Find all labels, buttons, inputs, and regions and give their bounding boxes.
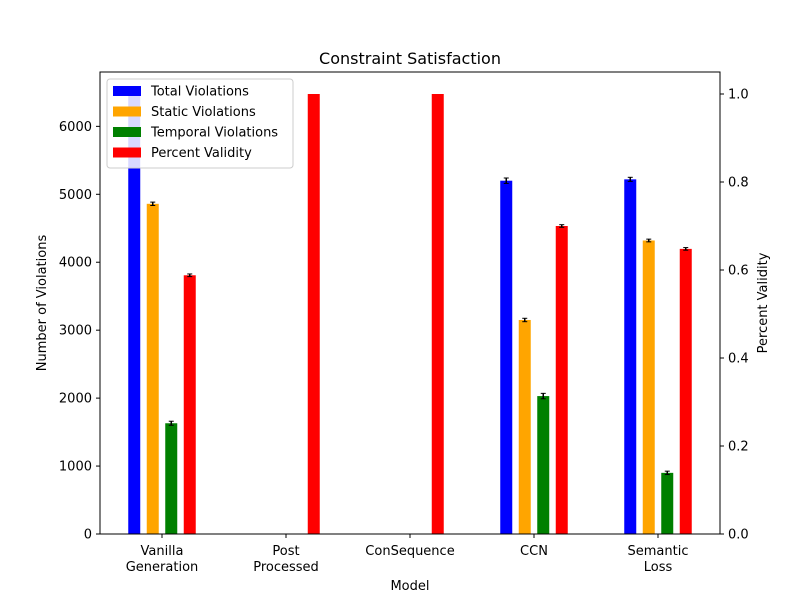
x-axis-label: Model	[390, 579, 429, 594]
y2-tick-label: 0.8	[728, 176, 749, 191]
y2-tick-label: 0.6	[728, 264, 749, 279]
plot-layer	[128, 89, 692, 535]
y2-tick-label: 0.2	[728, 440, 749, 455]
y-tick-label: 6000	[59, 120, 92, 135]
bar-percent-validity-4	[679, 248, 692, 534]
y-ticks: 0 1000 2000 3000 4000 5000 6000	[59, 120, 100, 543]
x-ticks: Vanilla Generation Post Processed ConSequenc…	[126, 534, 689, 575]
bar-static-violations-4	[642, 240, 655, 534]
x-tick-label-line: Processed	[253, 560, 319, 575]
x-tick-label: Post Processed	[253, 544, 319, 575]
x-tick-label-line: ConSequence	[365, 544, 454, 559]
y-tick-label: 2000	[59, 392, 92, 407]
legend-swatch-total-violations	[113, 86, 141, 96]
y2-tick-label: 0.4	[728, 352, 749, 367]
bar-static-violations-3	[518, 319, 531, 534]
bar-percent-validity-3	[555, 226, 568, 534]
y-tick-label: 5000	[59, 188, 92, 203]
y2-tick-label: 1.0	[728, 88, 749, 103]
x-tick-label-line: Vanilla	[141, 544, 184, 559]
y-axis-label: Number of Violations	[35, 235, 50, 372]
x-tick-label-line: Semantic	[628, 544, 689, 559]
legend-swatch-percent-validity	[113, 147, 141, 158]
bar-total-violations-0	[128, 92, 141, 534]
x-tick-label-line: Loss	[644, 560, 673, 575]
legend-label: Static Violations	[151, 105, 256, 120]
legend-swatch-temporal-violations	[113, 127, 141, 137]
x-tick-label: CCN	[520, 544, 548, 559]
y2-ticks: 0.0 0.2 0.4 0.6 0.8 1.0	[720, 88, 749, 543]
legend-label: Total Violations	[150, 85, 249, 100]
bar-static-violations-0	[146, 203, 159, 534]
bar-percent-validity-2	[431, 94, 444, 534]
x-tick-label-line: Generation	[126, 560, 199, 575]
y-tick-label: 1000	[59, 460, 92, 475]
y-tick-label: 3000	[59, 324, 92, 339]
bar-percent-validity-1	[307, 94, 320, 534]
x-tick-label: ConSequence	[365, 544, 454, 559]
x-tick-label-line: Post	[272, 544, 299, 559]
chart-title: Constraint Satisfaction	[319, 49, 501, 68]
bar-total-violations-3	[500, 180, 513, 535]
x-tick-label-line: CCN	[520, 544, 548, 559]
y-tick-label: 4000	[59, 256, 92, 271]
legend-label: Percent Validity	[151, 146, 252, 161]
y2-axis-label: Percent Validity	[756, 252, 771, 353]
bar-total-violations-4	[624, 179, 637, 535]
legend-box	[106, 78, 294, 169]
legend-label: Temporal Violations	[150, 126, 278, 141]
bar-temporal-violations-3	[537, 396, 550, 534]
bar-percent-validity-0	[183, 275, 196, 534]
bar-temporal-violations-4	[661, 472, 674, 534]
y2-tick-label: 0.0	[728, 528, 749, 543]
y-tick-label: 0	[84, 528, 92, 543]
x-tick-label: Vanilla Generation	[126, 544, 199, 575]
bar-temporal-violations-0	[165, 423, 178, 534]
legend-swatch-static-violations	[113, 106, 141, 117]
x-tick-label: Semantic Loss	[628, 544, 689, 575]
legend: Total Violations Static Violations Tempora…	[106, 78, 294, 169]
